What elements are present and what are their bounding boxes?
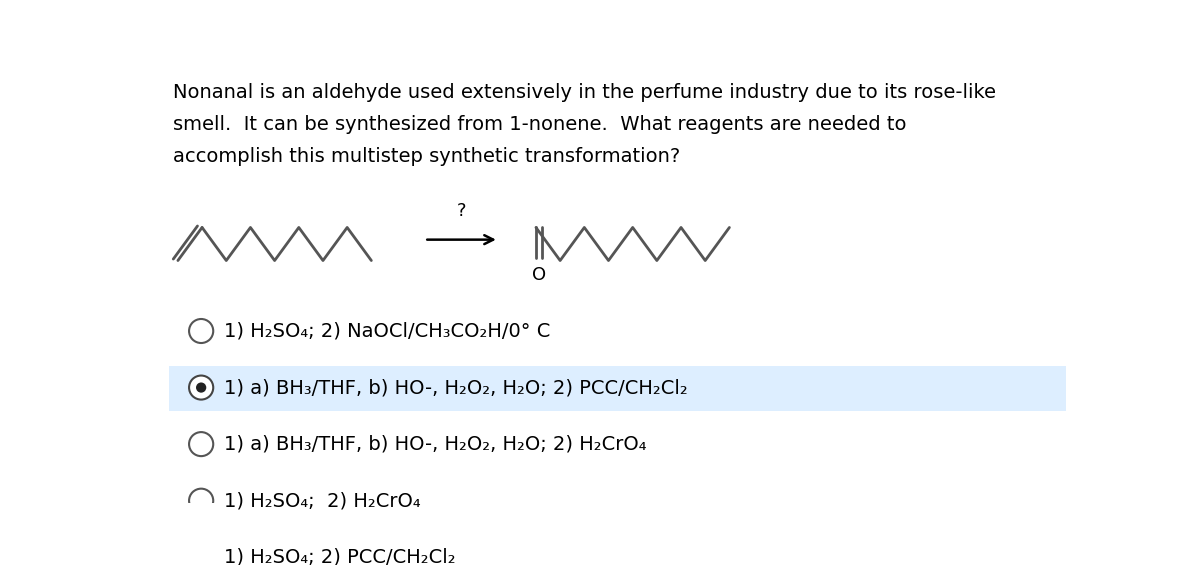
Text: 1) H₂SO₄; 2) PCC/CH₂Cl₂: 1) H₂SO₄; 2) PCC/CH₂Cl₂ <box>224 547 456 565</box>
Text: ?: ? <box>457 202 467 220</box>
Text: Nonanal is an aldehyde used extensively in the perfume industry due to its rose-: Nonanal is an aldehyde used extensively … <box>173 83 996 102</box>
Text: 1) H₂SO₄; 2) NaOCl/CH₃CO₂H/0° C: 1) H₂SO₄; 2) NaOCl/CH₃CO₂H/0° C <box>224 321 551 341</box>
Text: accomplish this multistep synthetic transformation?: accomplish this multistep synthetic tran… <box>173 146 680 166</box>
Ellipse shape <box>190 489 214 512</box>
Text: 1) H₂SO₄;  2) H₂CrO₄: 1) H₂SO₄; 2) H₂CrO₄ <box>224 491 421 510</box>
Text: 1) a) BH₃/THF, b) HO-, H₂O₂, H₂O; 2) PCC/CH₂Cl₂: 1) a) BH₃/THF, b) HO-, H₂O₂, H₂O; 2) PCC… <box>224 378 688 397</box>
FancyBboxPatch shape <box>168 366 1066 411</box>
Ellipse shape <box>190 545 214 565</box>
Ellipse shape <box>190 319 214 343</box>
Text: 1) a) BH₃/THF, b) HO-, H₂O₂, H₂O; 2) H₂CrO₄: 1) a) BH₃/THF, b) HO-, H₂O₂, H₂O; 2) H₂C… <box>224 434 647 454</box>
Ellipse shape <box>190 432 214 456</box>
Ellipse shape <box>196 383 206 393</box>
Ellipse shape <box>190 376 214 399</box>
Text: smell.  It can be synthesized from 1-nonene.  What reagents are needed to: smell. It can be synthesized from 1-none… <box>173 115 907 134</box>
Text: O: O <box>532 266 546 284</box>
